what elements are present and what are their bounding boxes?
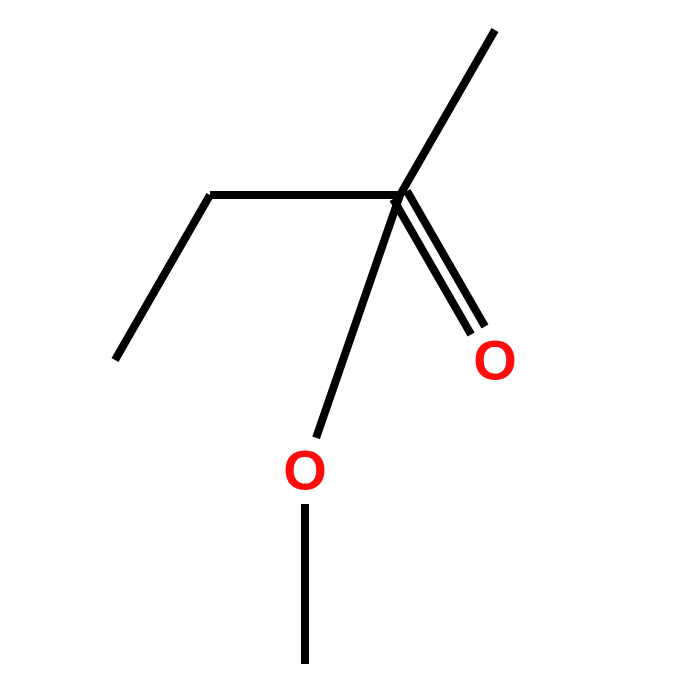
bond (115, 195, 210, 360)
atom-label-o: O (283, 439, 327, 502)
double-bond-line (393, 199, 471, 335)
bond-layer (115, 30, 495, 664)
atom-layer: OO (283, 329, 517, 502)
molecule-diagram: OO (0, 0, 700, 700)
double-bond-line (407, 191, 485, 327)
bond (400, 30, 495, 195)
atom-label-o: O (473, 329, 517, 392)
bond (316, 195, 400, 438)
